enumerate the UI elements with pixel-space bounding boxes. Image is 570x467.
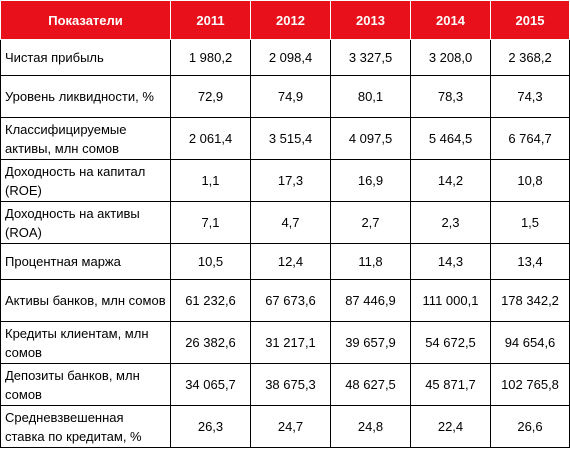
table-cell: 22,4 bbox=[410, 405, 491, 448]
table-cell: 26 382,6 bbox=[170, 321, 251, 364]
header-year-2011: 2011 bbox=[170, 0, 251, 40]
row-label: Доходность на капитал (ROE) bbox=[0, 159, 171, 202]
table-cell: 26,3 bbox=[170, 405, 251, 448]
table-cell: 178 342,2 bbox=[490, 279, 570, 322]
row-label: Классифицируемые активы, млн сомов bbox=[0, 117, 171, 160]
table-cell: 67 673,6 bbox=[250, 279, 331, 322]
row-label: Чистая прибыль bbox=[0, 39, 171, 76]
table-cell: 4,7 bbox=[250, 201, 331, 244]
table-cell: 80,1 bbox=[330, 75, 411, 118]
row-label: Средневзвешенная ставка по кредитам, % bbox=[0, 405, 171, 448]
table-row: Депозиты банков, млн сомов 34 065,7 38 6… bbox=[0, 363, 570, 406]
table-cell: 1,5 bbox=[490, 201, 570, 244]
row-label: Процентная маржа bbox=[0, 243, 171, 280]
table-cell: 1 980,2 bbox=[170, 39, 251, 76]
table-cell: 5 464,5 bbox=[410, 117, 491, 160]
table-cell: 14,2 bbox=[410, 159, 491, 202]
table-row: Процентная маржа 10,5 12,4 11,8 14,3 13,… bbox=[0, 243, 570, 280]
table-cell: 45 871,7 bbox=[410, 363, 491, 406]
table-cell: 38 675,3 bbox=[250, 363, 331, 406]
table-cell: 94 654,6 bbox=[490, 321, 570, 364]
header-year-2015: 2015 bbox=[490, 0, 570, 40]
table-cell: 74,9 bbox=[250, 75, 331, 118]
table-cell: 17,3 bbox=[250, 159, 331, 202]
row-label: Кредиты клиентам, млн сомов bbox=[0, 321, 171, 364]
table-cell: 10,5 bbox=[170, 243, 251, 280]
row-label: Депозиты банков, млн сомов bbox=[0, 363, 171, 406]
table-row: Чистая прибыль 1 980,2 2 098,4 3 327,5 3… bbox=[0, 39, 570, 76]
table-cell: 14,3 bbox=[410, 243, 491, 280]
table-cell: 3 515,4 bbox=[250, 117, 331, 160]
row-label: Доходность на активы (ROA) bbox=[0, 201, 171, 244]
table-cell: 34 065,7 bbox=[170, 363, 251, 406]
table-cell: 31 217,1 bbox=[250, 321, 331, 364]
table-row: Доходность на активы (ROA) 7,1 4,7 2,7 2… bbox=[0, 201, 570, 244]
header-row: Показатели 2011 2012 2013 2014 2015 bbox=[0, 0, 570, 40]
table-cell: 61 232,6 bbox=[170, 279, 251, 322]
table-cell: 10,8 bbox=[490, 159, 570, 202]
header-year-2012: 2012 bbox=[250, 0, 331, 40]
table-row: Уровень ликвидности, % 72,9 74,9 80,1 78… bbox=[0, 75, 570, 118]
table-row: Кредиты клиентам, млн сомов 26 382,6 31 … bbox=[0, 321, 570, 364]
table-cell: 4 097,5 bbox=[330, 117, 411, 160]
table-row: Классифицируемые активы, млн сомов 2 061… bbox=[0, 117, 570, 160]
table-row: Активы банков, млн сомов 61 232,6 67 673… bbox=[0, 279, 570, 322]
table-cell: 2 098,4 bbox=[250, 39, 331, 76]
table-cell: 12,4 bbox=[250, 243, 331, 280]
table-cell: 54 672,5 bbox=[410, 321, 491, 364]
table-row: Средневзвешенная ставка по кредитам, % 2… bbox=[0, 405, 570, 448]
table-cell: 2,7 bbox=[330, 201, 411, 244]
table-cell: 24,8 bbox=[330, 405, 411, 448]
table-cell: 16,9 bbox=[330, 159, 411, 202]
table-cell: 102 765,8 bbox=[490, 363, 570, 406]
row-label: Активы банков, млн сомов bbox=[0, 279, 171, 322]
indicators-table: Показатели 2011 2012 2013 2014 2015 Чист… bbox=[0, 0, 570, 448]
header-indicators: Показатели bbox=[0, 0, 171, 40]
table-row: Доходность на капитал (ROE) 1,1 17,3 16,… bbox=[0, 159, 570, 202]
table-cell: 78,3 bbox=[410, 75, 491, 118]
header-year-2013: 2013 bbox=[330, 0, 411, 40]
table-cell: 39 657,9 bbox=[330, 321, 411, 364]
table-cell: 2 061,4 bbox=[170, 117, 251, 160]
table-cell: 2 368,2 bbox=[490, 39, 570, 76]
table-cell: 6 764,7 bbox=[490, 117, 570, 160]
table-cell: 7,1 bbox=[170, 201, 251, 244]
table-cell: 2,3 bbox=[410, 201, 491, 244]
table-cell: 3 327,5 bbox=[330, 39, 411, 76]
table-cell: 74,3 bbox=[490, 75, 570, 118]
table-cell: 24,7 bbox=[250, 405, 331, 448]
table-cell: 48 627,5 bbox=[330, 363, 411, 406]
table-cell: 11,8 bbox=[330, 243, 411, 280]
table-cell: 26,6 bbox=[490, 405, 570, 448]
table-cell: 111 000,1 bbox=[410, 279, 491, 322]
table-cell: 87 446,9 bbox=[330, 279, 411, 322]
table-cell: 13,4 bbox=[490, 243, 570, 280]
row-label: Уровень ликвидности, % bbox=[0, 75, 171, 118]
header-year-2014: 2014 bbox=[410, 0, 491, 40]
table-cell: 3 208,0 bbox=[410, 39, 491, 76]
table-cell: 72,9 bbox=[170, 75, 251, 118]
table-cell: 1,1 bbox=[170, 159, 251, 202]
